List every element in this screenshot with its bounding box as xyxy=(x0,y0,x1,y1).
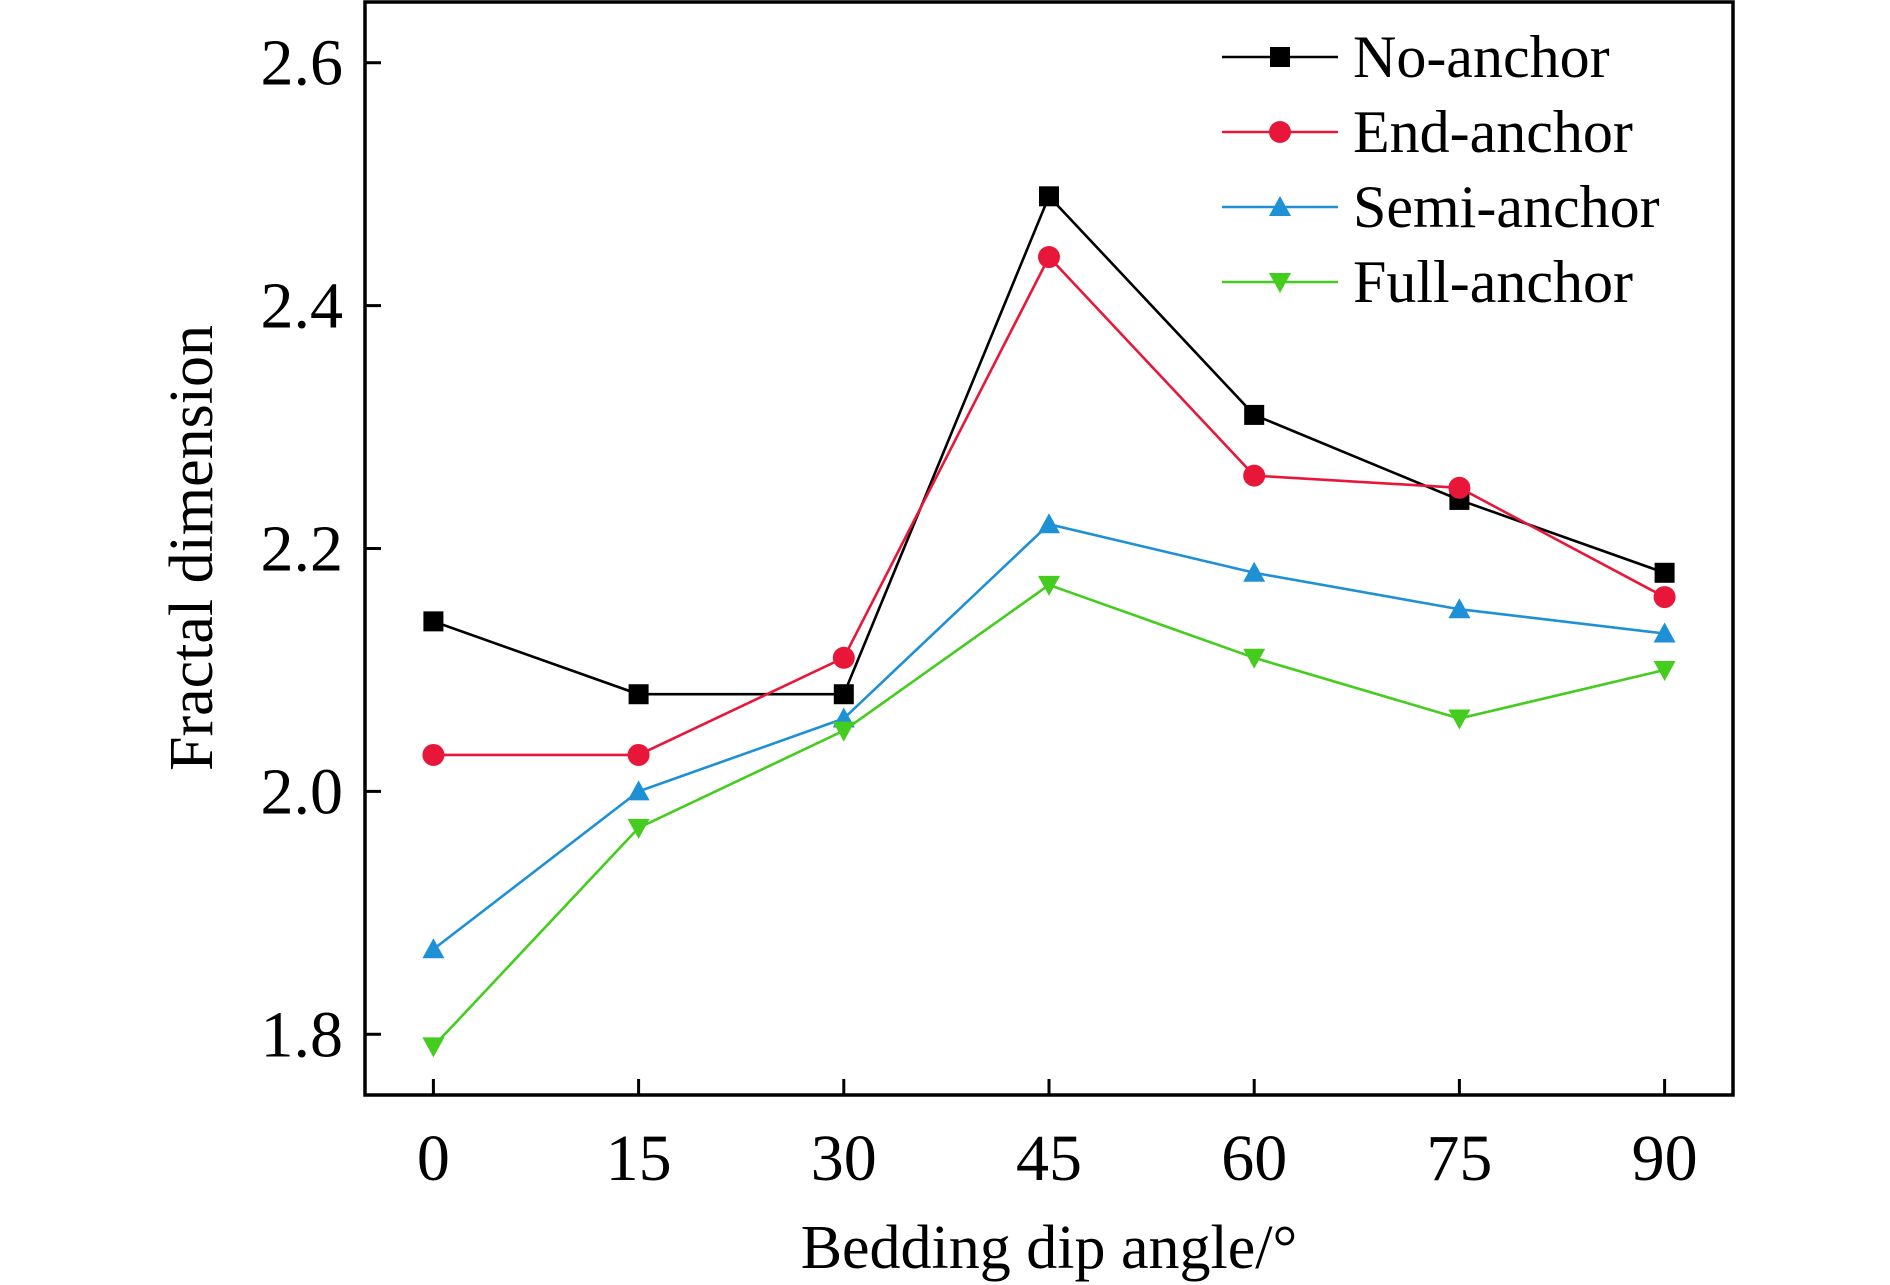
legend-marker xyxy=(1269,121,1291,143)
data-point-end-anchor xyxy=(832,646,855,669)
data-point-end-anchor xyxy=(627,743,650,766)
data-point-semi-anchor xyxy=(1243,561,1266,582)
legend-item-semi-anchor: Semi-anchor xyxy=(1222,174,1660,240)
x-tick-label: 0 xyxy=(417,1122,450,1195)
data-point-full-anchor xyxy=(1653,660,1676,681)
data-point-full-anchor xyxy=(627,818,650,839)
series-layer xyxy=(422,186,1676,1058)
y-tick-label: 2.4 xyxy=(261,270,344,343)
legend-label: End-anchor xyxy=(1353,99,1633,165)
data-point-no-anchor xyxy=(833,684,854,705)
legend-marker xyxy=(1269,273,1291,293)
legend-item-full-anchor: Full-anchor xyxy=(1222,249,1633,315)
y-tick-label: 2.2 xyxy=(261,513,344,586)
data-point-end-anchor xyxy=(1038,246,1060,269)
x-tick-label: 75 xyxy=(1426,1122,1492,1195)
data-point-semi-anchor xyxy=(1653,622,1676,643)
legend-item-no-anchor: No-anchor xyxy=(1222,24,1610,90)
x-tick-label: 15 xyxy=(606,1122,672,1195)
x-tick-label: 90 xyxy=(1632,1122,1698,1195)
x-tick-label: 45 xyxy=(1016,1122,1082,1195)
data-point-full-anchor xyxy=(1243,648,1266,669)
x-tick-label: 60 xyxy=(1221,1122,1287,1195)
x-tick-label: 30 xyxy=(811,1122,877,1195)
data-point-end-anchor xyxy=(422,743,445,766)
legend-marker xyxy=(1269,196,1291,216)
data-point-semi-anchor xyxy=(422,938,445,959)
legend: No-anchor End-anchor Semi-anchor Full-ancho… xyxy=(1222,24,1660,315)
data-point-no-anchor xyxy=(1039,186,1059,207)
legend-item-end-anchor: End-anchor xyxy=(1222,99,1633,165)
legend-label: Semi-anchor xyxy=(1353,174,1660,240)
series-full-anchor xyxy=(422,575,1676,1058)
y-tick-label: 1.8 xyxy=(261,998,344,1071)
legend-label: Full-anchor xyxy=(1353,249,1633,315)
plot-frame xyxy=(363,0,1735,1097)
series-line-full-anchor xyxy=(432,583,1665,1048)
y-tick-label: 2.0 xyxy=(261,755,344,828)
x-axis-title: Bedding dip angle/° xyxy=(801,1214,1298,1282)
data-point-full-anchor xyxy=(422,1037,445,1058)
legend-label: No-anchor xyxy=(1353,24,1610,90)
data-point-end-anchor xyxy=(1653,586,1676,609)
data-point-semi-anchor xyxy=(627,780,650,801)
y-axis-title: Fractal dimension xyxy=(158,325,226,771)
series-end-anchor xyxy=(422,246,1676,766)
data-point-end-anchor xyxy=(1243,464,1266,487)
data-point-no-anchor xyxy=(423,611,444,632)
data-point-no-anchor xyxy=(628,684,649,705)
y-tick-label: 2.6 xyxy=(261,27,344,100)
data-point-full-anchor xyxy=(832,721,855,742)
axes-layer: 0 15 30 45 60 75 90 1.8 2.0 2.2 2.4 2.6 xyxy=(261,27,1698,1195)
data-point-no-anchor xyxy=(1654,562,1675,583)
data-point-semi-anchor xyxy=(1448,598,1471,619)
data-point-semi-anchor xyxy=(1038,513,1060,534)
legend-marker xyxy=(1270,47,1290,67)
data-point-full-anchor xyxy=(1038,575,1060,596)
data-point-full-anchor xyxy=(1448,709,1471,730)
data-point-no-anchor xyxy=(1244,404,1265,425)
data-point-end-anchor xyxy=(1448,476,1471,499)
